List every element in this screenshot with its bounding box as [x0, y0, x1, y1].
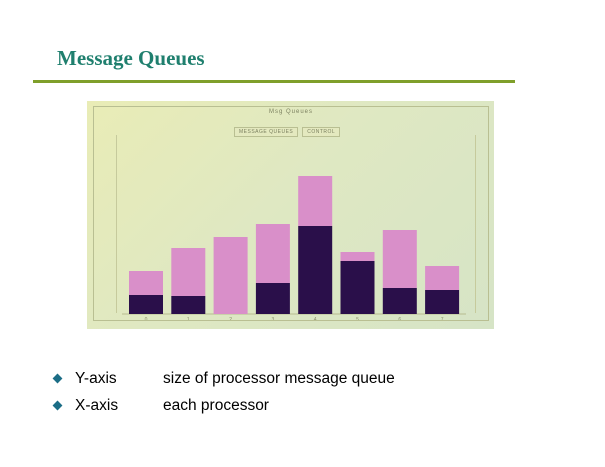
x-tick-label: 2 [229, 317, 232, 320]
diamond-bullet-icon [52, 400, 63, 411]
bar-processor-4-segment-1 [298, 176, 333, 226]
diamond-bullet-icon [52, 373, 63, 384]
plot-frame [116, 135, 476, 313]
bar-processor-2-segment-1 [213, 237, 248, 314]
bullet-list: Y-axis size of processor message queue X… [52, 365, 395, 419]
bar-processor-5-segment-1 [340, 252, 375, 261]
bar-processor-1-segment-1 [171, 248, 206, 296]
bullet-term: Y-axis [75, 369, 117, 387]
screenshot-photo: Msg Queues MESSAGE QUEUES CONTROL 0 1 2 3 4 5… [87, 101, 494, 329]
bullet-term: X-axis [75, 396, 119, 414]
title-divider [33, 80, 515, 83]
x-tick-label: 6 [398, 317, 401, 320]
x-tick-label: 3 [272, 317, 275, 320]
window-tabs: MESSAGE QUEUES CONTROL [234, 127, 341, 137]
bar-processor-3-segment-1 [255, 224, 290, 283]
x-tick-label: 0 [145, 317, 148, 320]
bar-processor-7-segment-0 [425, 290, 460, 314]
bar-processor-3-segment-0 [255, 283, 290, 314]
tab-control[interactable]: CONTROL [302, 127, 341, 137]
bar-processor-6-segment-1 [382, 230, 417, 288]
app-window: Msg Queues MESSAGE QUEUES CONTROL 0 1 2 3 4 5… [93, 106, 489, 321]
x-tick-label: 7 [441, 317, 444, 320]
tab-message-queues[interactable]: MESSAGE QUEUES [234, 127, 299, 137]
window-title: Msg Queues [268, 109, 314, 115]
bar-processor-5-segment-0 [340, 261, 375, 314]
bullet-x-axis: X-axis each processor [52, 392, 395, 419]
bar-processor-1-segment-0 [171, 296, 206, 314]
bar-processor-6-segment-0 [382, 288, 417, 314]
queue-bar-chart: 0 1 2 3 4 5 6 7 [122, 176, 466, 320]
x-tick-label: 5 [356, 317, 359, 320]
slide-title: Message Queues [57, 46, 205, 70]
bar-processor-0-segment-1 [129, 271, 163, 295]
bullet-description: each processor [163, 396, 269, 414]
bullet-y-axis: Y-axis size of processor message queue [52, 365, 395, 392]
bullet-description: size of processor message queue [163, 369, 395, 387]
bar-processor-7-segment-1 [425, 266, 460, 290]
x-tick-label: 1 [187, 317, 190, 320]
bar-processor-4-segment-0 [298, 226, 333, 314]
bar-processor-0-segment-0 [129, 295, 163, 314]
x-tick-label: 4 [314, 317, 317, 320]
